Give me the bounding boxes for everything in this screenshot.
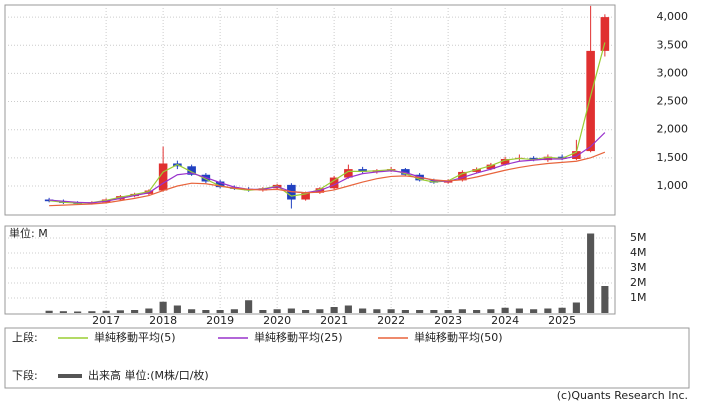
- candle-body: [344, 169, 353, 178]
- volume-bar: [202, 310, 210, 313]
- x-tick-label: 2025: [548, 314, 576, 327]
- price-frame: [4, 4, 616, 216]
- volume-bar: [74, 311, 82, 313]
- volume-bar: [373, 309, 381, 313]
- volume-bar: [131, 310, 139, 313]
- y-tick-label: 4M: [630, 246, 647, 259]
- volume-bar: [216, 310, 224, 313]
- y-tick-label: 2,000: [657, 123, 689, 136]
- volume-bar: [159, 301, 167, 313]
- volume-bar: [188, 309, 196, 313]
- volume-bar: [59, 311, 67, 313]
- y-tick-label: 5M: [630, 231, 647, 244]
- volume-unit: 単位: M: [9, 226, 48, 240]
- y-tick-label: 2M: [630, 276, 647, 289]
- x-tick-label: 2017: [92, 314, 120, 327]
- candle-body: [500, 158, 510, 165]
- y-tick-label: 1M: [630, 291, 647, 304]
- candle-body: [358, 169, 367, 172]
- volume-bar: [302, 310, 310, 313]
- legend-label: 単純移動平均(25): [254, 330, 343, 344]
- volume-bar: [444, 310, 452, 313]
- legend-label: 出来高 単位:(M株/口/枚): [88, 368, 209, 382]
- volume-bar: [344, 305, 352, 313]
- volume-bar: [316, 309, 324, 313]
- volume-bar: [145, 308, 153, 313]
- x-tick-label: 2020: [263, 314, 291, 327]
- ma-line: [49, 42, 606, 204]
- candle-body: [215, 181, 225, 188]
- legend-upper-label: 上段:: [12, 330, 38, 344]
- x-tick-label: 2024: [491, 314, 519, 327]
- x-tick-label: 2022: [377, 314, 405, 327]
- ma-line: [49, 132, 606, 204]
- volume-bar: [102, 310, 110, 313]
- volume-bar: [173, 305, 181, 313]
- y-tick-label: 3M: [630, 261, 647, 274]
- legend-label: 単純移動平均(5): [94, 330, 176, 344]
- volume-bar: [530, 309, 538, 313]
- volume-bar: [287, 308, 295, 313]
- candle-body: [600, 17, 610, 51]
- y-tick-label: 1,500: [657, 151, 689, 164]
- volume-bar: [387, 309, 395, 313]
- candle-body: [187, 166, 196, 175]
- volume-bar: [458, 309, 466, 313]
- volume-bar: [230, 309, 238, 313]
- volume-bar: [88, 311, 96, 313]
- copyright: (c)Quants Research Inc.: [557, 389, 688, 402]
- candle-body: [158, 163, 168, 191]
- ma-line: [49, 151, 606, 207]
- volume-bar: [473, 310, 481, 313]
- volume-bar: [330, 307, 338, 313]
- candle-body: [486, 164, 496, 170]
- candle-body: [458, 171, 467, 181]
- y-tick-label: 1,000: [657, 179, 689, 192]
- candle-body: [329, 177, 339, 189]
- y-tick-label: 3,500: [657, 38, 689, 51]
- volume-frame: [4, 225, 616, 315]
- legend-lower-label: 下段:: [12, 368, 38, 382]
- candle-body: [472, 169, 481, 172]
- legend-label: 単純移動平均(50): [414, 330, 503, 344]
- volume-bar: [558, 307, 566, 313]
- legend-frame: [4, 327, 690, 389]
- volume-bar: [515, 308, 523, 313]
- candle-body: [301, 192, 310, 200]
- volume-bar: [273, 309, 281, 313]
- x-tick-label: 2023: [434, 314, 462, 327]
- candle-body: [586, 50, 595, 152]
- volume-bar: [601, 286, 609, 313]
- candle-body: [572, 151, 581, 159]
- volume-bar: [587, 233, 595, 313]
- volume-bar: [245, 300, 253, 313]
- volume-bar: [116, 310, 124, 313]
- volume-bar: [259, 310, 267, 313]
- volume-bar: [487, 309, 495, 313]
- volume-bar: [501, 307, 509, 313]
- volume-bar: [401, 310, 409, 313]
- x-tick-label: 2019: [206, 314, 234, 327]
- volume-bar: [359, 308, 367, 313]
- y-tick-label: 3,000: [657, 66, 689, 79]
- volume-bar: [430, 310, 438, 313]
- volume-bar: [45, 310, 53, 313]
- x-tick-label: 2018: [149, 314, 177, 327]
- x-tick-label: 2021: [320, 314, 348, 327]
- volume-bar: [416, 310, 424, 313]
- volume-bar: [572, 302, 580, 313]
- volume-bar: [544, 308, 552, 313]
- y-tick-label: 2,500: [657, 95, 689, 108]
- y-tick-label: 4,000: [657, 10, 689, 23]
